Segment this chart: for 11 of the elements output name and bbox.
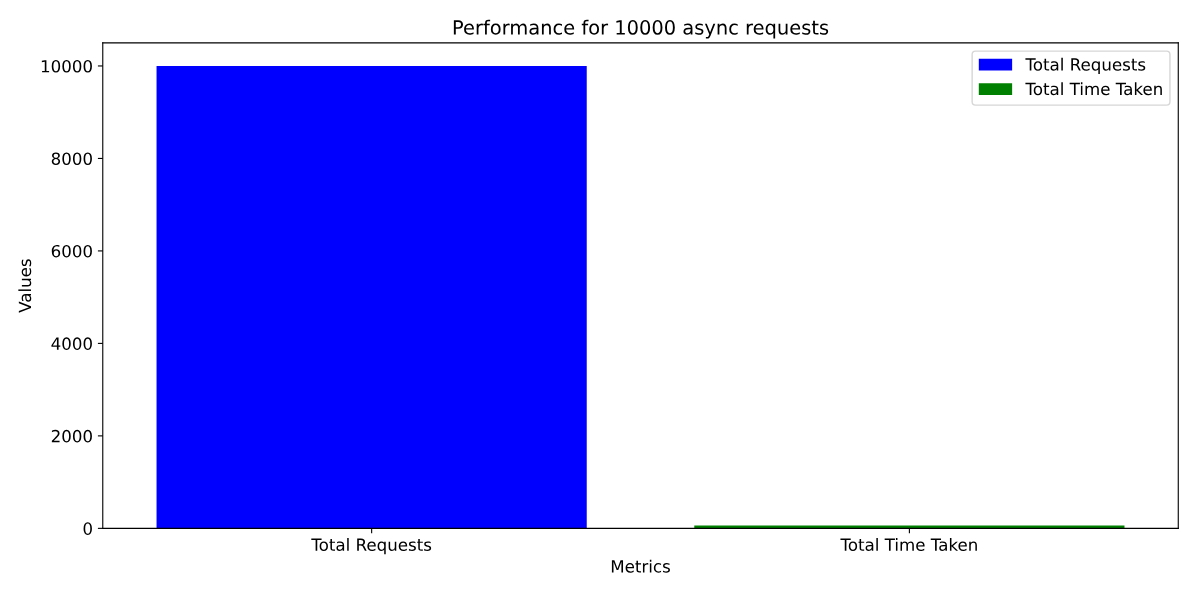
chart-title: Performance for 10000 async requests	[453, 19, 829, 39]
y-tick-label: 2000	[51, 429, 92, 443]
y-tick-label: 10000	[41, 59, 92, 73]
y-tick-label: 6000	[51, 244, 92, 258]
y-tick-label: 8000	[51, 152, 92, 166]
legend-label: Total Time Taken	[1025, 82, 1162, 96]
legend-label: Total Requests	[1025, 57, 1146, 74]
y-tick-label: 0	[83, 522, 92, 535]
y-axis-title: Values	[18, 259, 32, 313]
y-tick-label: 4000	[51, 337, 92, 350]
x-axis-title: Metrics	[611, 559, 670, 573]
